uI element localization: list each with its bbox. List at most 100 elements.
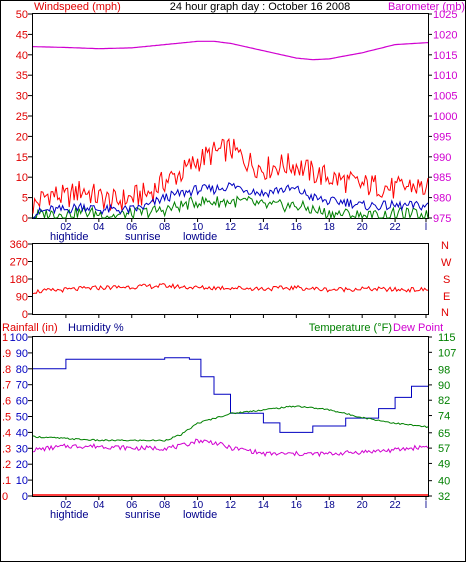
event-lowtide-bottom: lowtide: [183, 509, 217, 521]
top-chart-title: 24 hour graph day : October 16 2008: [170, 1, 350, 13]
windspeed-tick-labels: 0 5 10 15 20 25 30 35 40 45 50: [16, 9, 28, 225]
top-x-tick-label: l: [425, 222, 427, 233]
windspeed-tick-label: 10: [16, 172, 28, 184]
temperature-tick-label: 49: [438, 458, 450, 470]
barometer-tick-label: 1025: [433, 9, 457, 21]
top-x-tick-label: 18: [324, 222, 336, 233]
temperature-line: [32, 405, 429, 442]
barometer-tick-labels: 975 980 985 990 995 1000 1005 1010 1015 1020 1025: [433, 9, 457, 225]
bottom-x-tick-label: 12: [225, 500, 237, 511]
event-lowtide-top: lowtide: [183, 231, 217, 243]
bottom-x-tick-label: 10: [192, 500, 204, 511]
windspeed-axis-label: Windspeed (mph): [34, 1, 121, 13]
rainfall-tick-label: 1: [2, 332, 8, 344]
windspeed-tick-label: 20: [16, 131, 28, 143]
dewpoint-axis-label: Dew Point: [393, 322, 443, 334]
humidity-tick-label: 60: [16, 396, 28, 408]
top-x-tick-label: 04: [93, 222, 105, 233]
compass-w: W: [441, 257, 452, 269]
barometer-tick-label: 1000: [433, 111, 457, 123]
temperature-tick-labels: 32 40 49 57 65 74 82 90 98 107 115: [438, 332, 456, 503]
rainfall-tick-label: .9: [2, 348, 11, 360]
top-x-tick-label: 06: [126, 222, 138, 233]
rainfall-tick-label: .8: [2, 364, 11, 376]
top-gridlines: [28, 13, 432, 222]
humidity-tick-label: 80: [16, 364, 28, 376]
windspeed-tick-label: 50: [16, 9, 28, 21]
barometer-tick-label: 1020: [433, 29, 457, 41]
direction-series-group: [32, 282, 429, 295]
barometer-tick-label: 995: [433, 131, 451, 143]
dewpoint-line: [32, 438, 429, 458]
compass-n-bottom: N: [441, 307, 449, 319]
top-series-group: [32, 40, 429, 220]
windspeed-tick-label: 35: [16, 70, 28, 82]
top-x-tick-label: 16: [291, 222, 303, 233]
humidity-axis-label: Humidity %: [68, 322, 124, 334]
direction-tick-label: 270: [10, 257, 28, 269]
temperature-tick-label: 90: [438, 380, 450, 392]
bottom-gridlines: [28, 336, 432, 500]
humidity-tick-label: 100: [10, 332, 28, 344]
bottom-x-tick-label: 02: [60, 500, 72, 511]
bottom-x-tick-label: l: [425, 500, 427, 511]
bottom-x-tick-label: 06: [126, 500, 138, 511]
direction-tick-label: 0: [22, 309, 28, 321]
direction-tick-label: 360: [10, 239, 28, 251]
direction-gridlines: [28, 243, 427, 318]
bottom-x-tick-labels: 02 04 06 08 10 12 14 16 18 20 22 l: [60, 500, 427, 511]
barometer-tick-label: 980: [433, 193, 451, 205]
humidity-tick-label: 50: [16, 412, 28, 424]
top-x-tick-label: 02: [60, 222, 72, 233]
direction-tick-label: 90: [16, 292, 28, 304]
windspeed-tick-label: 25: [16, 111, 28, 123]
barometer-tick-label: 975: [433, 213, 451, 225]
rainfall-tick-label: .5: [2, 412, 11, 424]
temperature-tick-label: 107: [438, 347, 456, 359]
windspeed-tick-label: 40: [16, 50, 28, 62]
barometer-tick-label: 985: [433, 172, 451, 184]
top-x-tick-labels: 02 04 06 08 10 12 14 16 18 20 22 l: [60, 222, 427, 233]
wind-gust-line: [32, 137, 429, 214]
barometer-axis-label: Barometer (mb): [388, 1, 465, 13]
humidity-tick-label: 40: [16, 427, 28, 439]
rainfall-tick-label: .1: [2, 475, 11, 487]
humidity-line: [33, 357, 428, 433]
temperature-tick-label: 32: [438, 491, 450, 503]
barometer-tick-label: 1010: [433, 70, 457, 82]
compass-e: E: [443, 291, 450, 303]
direction-tick-label: 180: [10, 274, 28, 286]
rainfall-tick-label: .3: [2, 443, 11, 455]
barometer-tick-label: 1015: [433, 50, 457, 62]
top-x-tick-label: 22: [390, 222, 402, 233]
direction-plot-frame: [32, 243, 429, 315]
bottom-x-tick-label: 22: [390, 500, 402, 511]
humidity-tick-label: 0: [22, 491, 28, 503]
bottom-plot-frame: [32, 336, 429, 497]
bottom-x-tick-label: 14: [258, 500, 270, 511]
humidity-tick-label: 10: [16, 475, 28, 487]
temperature-tick-label: 98: [438, 365, 450, 377]
barometer-tick-label: 990: [433, 152, 451, 164]
windspeed-tick-label: 15: [16, 152, 28, 164]
top-x-tick-label: 08: [159, 222, 171, 233]
temperature-tick-label: 115: [438, 332, 456, 344]
rainfall-tick-label: .4: [2, 427, 11, 439]
rainfall-tick-label: .6: [2, 396, 11, 408]
temperature-tick-label: 82: [438, 395, 450, 407]
humidity-tick-label: 20: [16, 459, 28, 471]
bottom-series-group: [32, 357, 429, 496]
humidity-tick-label: 70: [16, 380, 28, 392]
event-hightide-bottom: hightide: [50, 509, 89, 521]
event-hightide-top: hightide: [50, 231, 89, 243]
rainfall-axis-label: Rainfall (in): [2, 322, 58, 334]
wind-lull-line: [32, 195, 429, 220]
event-sunrise-top: sunrise: [125, 231, 160, 243]
temperature-axis-label: Temperature (°F): [309, 322, 392, 334]
bottom-x-tick-label: 18: [324, 500, 336, 511]
temperature-tick-label: 40: [438, 476, 450, 488]
rainfall-tick-label: 0: [2, 491, 8, 503]
